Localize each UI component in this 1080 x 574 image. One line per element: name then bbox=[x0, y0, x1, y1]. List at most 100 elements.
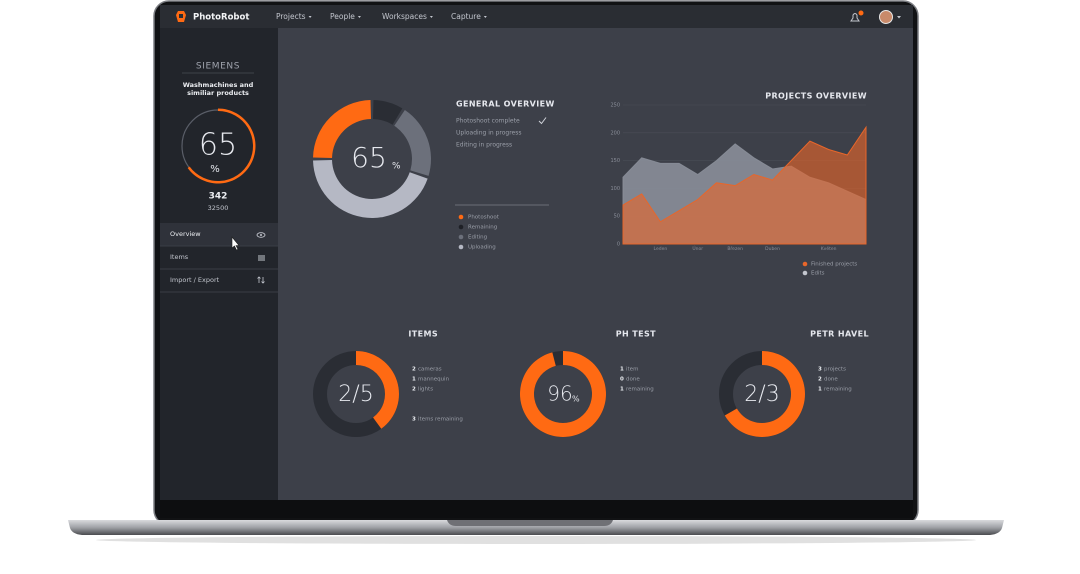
line-count: 3 bbox=[412, 417, 416, 423]
y-tick-label: 100 bbox=[610, 186, 620, 192]
y-tick-label: 250 bbox=[610, 103, 620, 109]
avatar-caret bbox=[897, 16, 901, 19]
x-tick-label: Duben bbox=[765, 246, 780, 252]
client-name: SIEMENS bbox=[196, 62, 240, 72]
shadow bbox=[96, 536, 976, 544]
status: Uploading in progress bbox=[456, 130, 522, 137]
line-label: item bbox=[626, 367, 638, 373]
line-count: 1 bbox=[620, 387, 624, 393]
nav-caret bbox=[429, 16, 433, 18]
legend-label: Remaining bbox=[468, 225, 497, 231]
area bbox=[622, 125, 867, 245]
project-name: Washmachines and bbox=[183, 81, 254, 89]
card-unit: % bbox=[572, 395, 580, 404]
donut-segment bbox=[373, 100, 403, 125]
status: Editing in progress bbox=[456, 142, 512, 149]
menu-item[interactable]: Import / Export bbox=[170, 276, 220, 284]
card-value: 96 bbox=[547, 382, 572, 406]
legend-label: Finished projects bbox=[811, 262, 857, 268]
nav-item[interactable]: People bbox=[330, 12, 355, 21]
progress-value: 65 bbox=[199, 128, 237, 163]
donut-arc bbox=[724, 351, 805, 438]
notification-badge bbox=[858, 10, 864, 16]
y-tick-label: 200 bbox=[610, 130, 620, 136]
logo-text[interactable]: PhotoRobot bbox=[193, 13, 249, 23]
legend-dot bbox=[802, 270, 808, 276]
cursor bbox=[231, 236, 240, 251]
legend-dot bbox=[458, 214, 464, 220]
donut-arc bbox=[356, 351, 399, 429]
donut-segment bbox=[313, 160, 428, 219]
nav-item[interactable]: Capture bbox=[451, 12, 481, 21]
line-label: remaining bbox=[626, 387, 654, 393]
nav-caret bbox=[483, 16, 487, 18]
logo-hole bbox=[179, 14, 183, 18]
x-tick-label: Březen bbox=[727, 245, 743, 252]
card-title: ITEMS bbox=[408, 330, 438, 339]
base-notch bbox=[447, 520, 613, 526]
import-export-icon bbox=[257, 276, 265, 284]
x-tick-label: Únor bbox=[692, 245, 703, 252]
line-count: 1 bbox=[412, 377, 416, 383]
laptop-base bbox=[68, 520, 1004, 535]
x-tick-label: Květen bbox=[821, 245, 837, 252]
line-count: 2 bbox=[412, 387, 416, 393]
status: Photoshoot complete bbox=[456, 118, 520, 125]
legend-label: Edits bbox=[811, 271, 825, 277]
nav-item[interactable]: Workspaces bbox=[382, 12, 427, 21]
nav-caret bbox=[308, 16, 312, 18]
line-label: projects bbox=[824, 367, 846, 373]
x-tick-label: Leden bbox=[654, 246, 668, 252]
line-label: remaining bbox=[824, 387, 852, 393]
list-icon bbox=[258, 255, 265, 261]
line-label: cameras bbox=[418, 367, 442, 373]
eye-icon bbox=[260, 234, 262, 236]
line-count: 0 bbox=[620, 377, 624, 383]
menu-active bbox=[160, 223, 278, 246]
eye-icon bbox=[256, 232, 266, 238]
project-name: similiar products bbox=[187, 89, 249, 97]
line-label: done bbox=[626, 377, 640, 383]
donut-segment bbox=[313, 100, 371, 158]
y-tick-label: 150 bbox=[610, 158, 620, 164]
card-value: 2/3 bbox=[744, 382, 779, 407]
line-label: lights bbox=[418, 387, 433, 393]
nav-caret bbox=[357, 16, 361, 18]
line-count: 1 bbox=[620, 367, 624, 373]
bell-icon[interactable] bbox=[850, 13, 860, 22]
section-title: GENERAL OVERVIEW bbox=[456, 100, 555, 109]
y-tick-label: 50 bbox=[614, 214, 620, 220]
overview-value: 65 bbox=[351, 141, 387, 174]
total: 32500 bbox=[208, 204, 229, 212]
legend-label: Uploading bbox=[468, 245, 496, 251]
sidebar bbox=[160, 28, 278, 500]
line-count: 1 bbox=[818, 387, 822, 393]
screen-chin bbox=[160, 500, 913, 518]
legend-label: Photoshoot bbox=[468, 215, 500, 221]
line-count: 2 bbox=[818, 377, 822, 383]
legend-label: Editing bbox=[468, 235, 487, 241]
overview-unit: % bbox=[392, 162, 401, 172]
line-label: items remaining bbox=[418, 417, 463, 423]
legend-dot bbox=[458, 234, 464, 240]
y-tick-label: 0 bbox=[617, 242, 620, 248]
card-value: 2/5 bbox=[338, 382, 373, 407]
top-nav bbox=[160, 5, 913, 28]
donut-arc bbox=[520, 350, 607, 437]
avatar[interactable] bbox=[879, 10, 893, 24]
check-icon bbox=[538, 117, 547, 125]
progress-unit: % bbox=[210, 164, 220, 175]
card-title: PH TEST bbox=[616, 330, 656, 339]
menu-item[interactable]: Items bbox=[170, 253, 189, 261]
line-count: 3 bbox=[818, 367, 822, 373]
legend-dot bbox=[458, 224, 464, 230]
donut-segment bbox=[394, 109, 432, 176]
legend-dot bbox=[802, 261, 808, 267]
section-title: PROJECTS OVERVIEW bbox=[765, 92, 867, 101]
card-title: PETR HAVEL bbox=[810, 330, 869, 339]
line-label: mannequin bbox=[418, 377, 450, 383]
nav-item[interactable]: Projects bbox=[276, 12, 306, 21]
menu-item[interactable]: Overview bbox=[170, 230, 201, 238]
count: 342 bbox=[209, 192, 228, 202]
